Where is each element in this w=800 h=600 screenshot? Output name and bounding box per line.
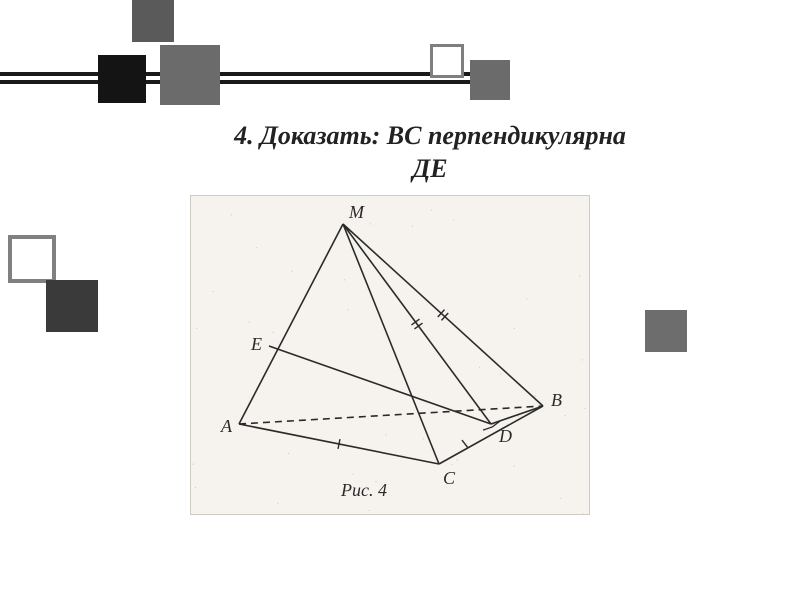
decor-square-0 xyxy=(132,0,174,42)
geometry-figure: M E A C B D Рис. 4 xyxy=(190,195,590,515)
vertex-label-A: A xyxy=(220,416,233,436)
decor-square-7 xyxy=(645,310,687,352)
figure-caption: Рис. 4 xyxy=(340,480,387,500)
title-line-2: ДЕ xyxy=(70,153,790,186)
vertex-label-C: C xyxy=(443,468,456,488)
decor-line-1 xyxy=(0,72,470,76)
vertex-label-E: E xyxy=(250,334,262,354)
decor-square-5 xyxy=(8,235,56,283)
problem-title: 4. Доказать: BC перпендикулярна ДЕ xyxy=(70,120,790,185)
decor-line-2 xyxy=(0,80,470,84)
decor-square-1 xyxy=(98,55,146,103)
vertex-label-M: M xyxy=(348,202,365,222)
title-line-1: 4. Доказать: BC перпендикулярна xyxy=(70,120,790,153)
decor-square-4 xyxy=(470,60,510,100)
decor-square-2 xyxy=(160,45,220,105)
figure-svg: M E A C B D Рис. 4 xyxy=(191,196,591,516)
decor-square-6 xyxy=(46,280,98,332)
vertex-label-D: D xyxy=(498,426,512,446)
vertex-label-B: B xyxy=(551,390,562,410)
decor-square-3 xyxy=(430,44,464,78)
